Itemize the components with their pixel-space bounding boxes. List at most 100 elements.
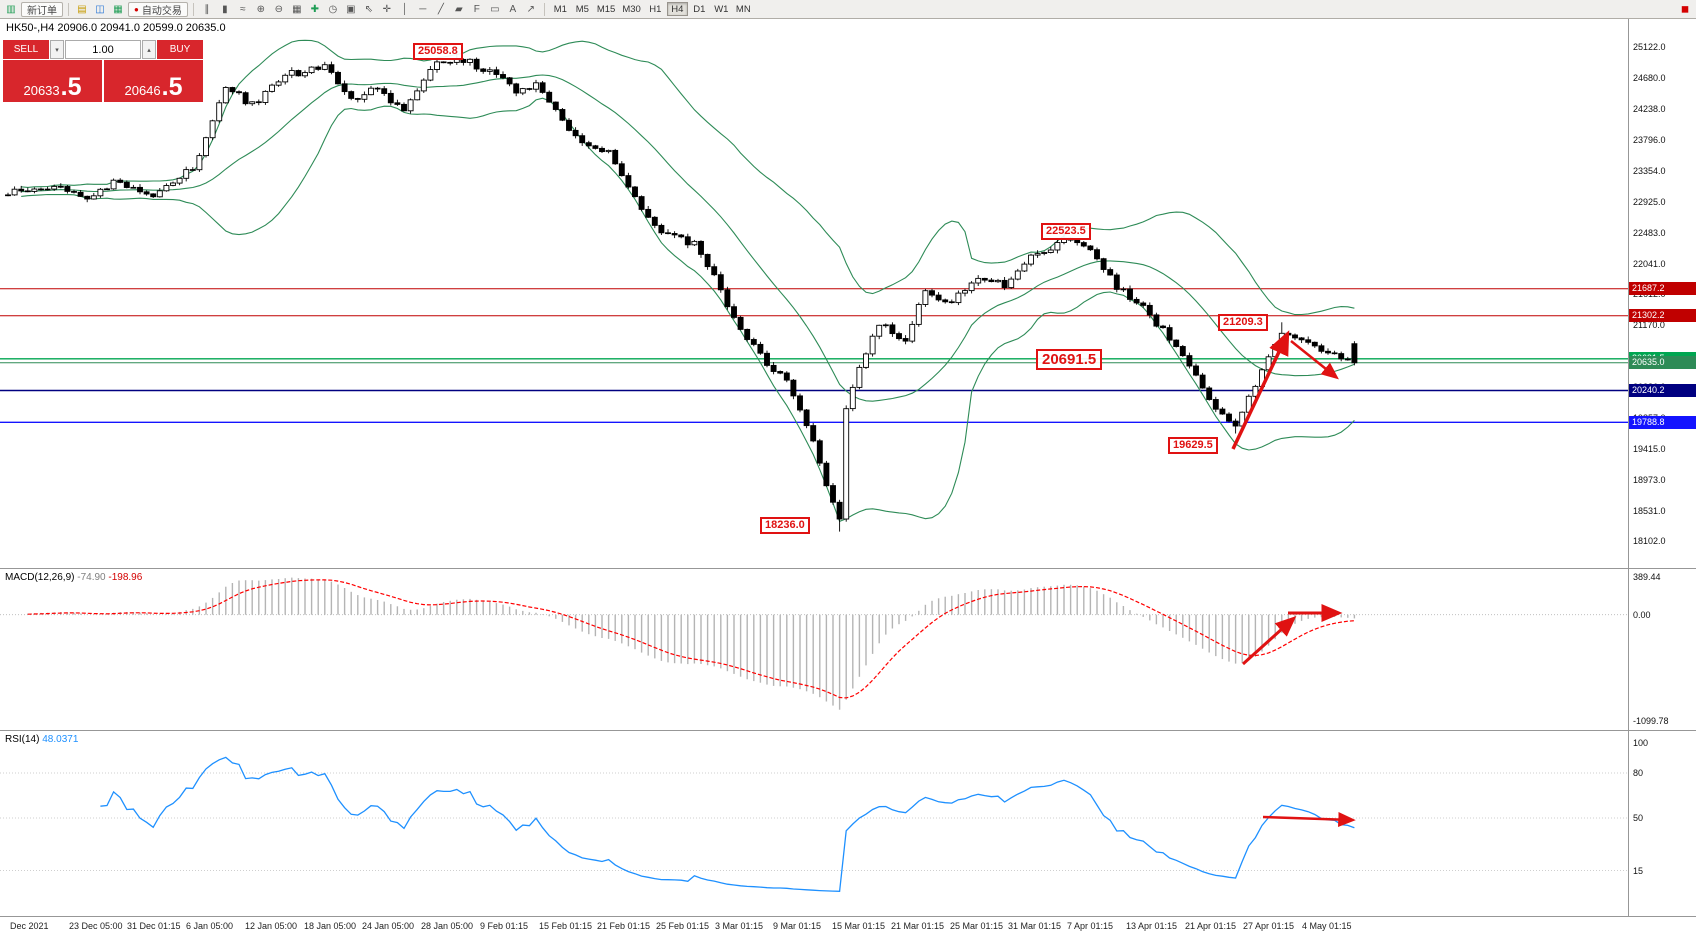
periods-icon[interactable]: ◷ (328, 3, 338, 15)
zoom-in-icon[interactable]: ⊕ (256, 3, 266, 15)
price-axis-label: 19415.0 (1633, 443, 1666, 454)
volume-input[interactable] (65, 40, 141, 59)
timeframe-h4-button[interactable]: H4 (666, 2, 688, 16)
price-axis-label: 25122.0 (1633, 42, 1666, 52)
price-callout-20691.5: 20691.5 (1036, 349, 1103, 370)
crosshair-icon[interactable]: ✛ (382, 3, 392, 15)
price-tag-19788.8: 19788.8 (1629, 415, 1696, 429)
price-chart-pane: 25122.0 24680.0 24238.0 23796.0 23354.0 22925… (0, 19, 1696, 569)
sell-button[interactable]: SELL (3, 40, 49, 59)
time-axis-label: 9 Feb 01:15 (480, 921, 529, 931)
terminal-icon[interactable]: ▦ (113, 3, 123, 15)
price-callout-19629.5: 19629.5 (1168, 437, 1218, 454)
price-axis-label: 23354.0 (1633, 166, 1666, 177)
price-axis-label: 24238.0 (1633, 104, 1666, 115)
alert-icon[interactable]: ◼ (1680, 3, 1690, 15)
timeframe-m15-button[interactable]: M15 (596, 4, 616, 15)
candlestick-chart[interactable] (0, 19, 1628, 567)
toolbar-separator (543, 2, 545, 16)
vertical-line-icon[interactable]: │ (401, 3, 408, 15)
sell-price-button[interactable]: 20633 .5 (3, 60, 102, 102)
timeframe-w1-button[interactable]: W1 (714, 4, 729, 15)
text-icon[interactable]: A (509, 3, 517, 15)
trend-arrow-down[interactable] (1290, 340, 1339, 380)
timeframe-h1-button[interactable]: H1 (649, 4, 662, 15)
price-axis-label: 24680.0 (1633, 73, 1666, 84)
one-click-trading-widget: SELL ▾ ▴ BUY 20633 .5 20646 .5 (3, 40, 203, 102)
timeframe-mn-button[interactable]: MN (735, 4, 751, 15)
rsi-axis[interactable]: 100 80 50 15 (1628, 731, 1696, 916)
rsi-axis-label: 80 (1633, 768, 1644, 778)
macd-axis-label: 0.00 (1633, 609, 1651, 620)
buy-price-int: 20646 (124, 83, 161, 98)
navigator-icon[interactable]: ◫ (95, 3, 105, 15)
volume-up-stepper[interactable]: ▴ (142, 40, 156, 59)
timeframe-m5-button[interactable]: M5 (575, 4, 589, 15)
trend-arrow-up[interactable] (1231, 330, 1290, 450)
time-axis-label: 25 Feb 01:15 (656, 921, 710, 931)
cursor-icon[interactable]: ⇖ (364, 3, 374, 15)
buy-price-button[interactable]: 20646 .5 (104, 60, 203, 102)
shapes-icon[interactable]: ▭ (490, 3, 500, 15)
price-axis-label: 18973.0 (1633, 474, 1666, 485)
rsi-value: 48.0371 (42, 734, 79, 745)
price-tag-21302.2: 21302.2 (1629, 309, 1696, 323)
price-axis-label: 22925.0 (1633, 196, 1666, 207)
fibonacci-icon[interactable]: F (473, 3, 480, 15)
rsi-label: RSI(14) 48.0371 (5, 734, 78, 745)
trendline-icon[interactable]: ╱ (437, 3, 444, 15)
time-axis-label: 6 Jan 05:00 (186, 921, 234, 931)
candlestick-series (5, 51, 1358, 532)
rsi-chart[interactable] (0, 731, 1628, 915)
timeframe-button-group: M1 M5 M15 M30 H1 H4 D1 W1 MN (550, 2, 754, 16)
sell-price-frac: .5 (60, 73, 82, 101)
time-axis-label: 3 Mar 01:15 (715, 921, 764, 931)
timeframe-d1-button[interactable]: D1 (693, 4, 706, 15)
arrow-tool-icon[interactable]: ↗ (526, 3, 536, 15)
volume-down-stepper[interactable]: ▾ (50, 40, 64, 59)
price-axis-label: 21170.0 (1633, 320, 1665, 331)
time-axis-label: 21 Mar 01:15 (891, 921, 945, 931)
price-tag-21687.2: 21687.2 (1629, 282, 1696, 296)
new-order-button[interactable]: 新订单 (21, 1, 63, 17)
price-callout-18236.0: 18236.0 (760, 517, 810, 534)
macd-histogram (27, 577, 1356, 710)
price-axis-label: 18102.0 (1633, 536, 1666, 546)
macd-chart[interactable] (0, 569, 1628, 729)
time-axis[interactable]: Dec 2021 23 Dec 05:00 31 Dec 01:15 6 Jan 05… (0, 917, 1696, 937)
profiles-icon[interactable]: ▤ (77, 3, 87, 15)
equidistant-channel-icon[interactable]: ▰ (454, 3, 463, 15)
macd-axis[interactable]: 389.44 0.00 -1099.78 (1628, 569, 1696, 730)
macd-label: MACD(12,26,9) -74.90 -198.96 (5, 572, 142, 583)
time-axis-label: 7 Apr 01:15 (1067, 921, 1114, 931)
rsi-arrow-flat[interactable] (1262, 812, 1356, 828)
price-axis-label: 22483.0 (1633, 227, 1666, 238)
line-chart-icon[interactable]: ≈ (240, 3, 246, 15)
timeframe-m30-button[interactable]: M30 (622, 4, 641, 15)
price-callout-22523.5: 22523.5 (1041, 223, 1091, 240)
time-axis-label: 21 Feb 01:15 (597, 921, 651, 931)
time-axis-label: 28 Jan 05:00 (421, 921, 474, 931)
price-axis-label: 18531.0 (1633, 505, 1666, 516)
rsi-axis-label: 15 (1633, 865, 1644, 876)
rsi-axis-label: 100 (1633, 738, 1649, 748)
candlestick-chart-icon[interactable]: ▮ (222, 3, 228, 15)
buy-price-frac: .5 (161, 73, 183, 101)
time-axis-label: 4 May 01:15 (1302, 921, 1352, 931)
tile-windows-icon[interactable]: ▦ (292, 3, 302, 15)
macd-arrow-up[interactable] (1241, 615, 1297, 666)
bar-chart-icon[interactable]: ∥ (204, 3, 210, 15)
price-axis[interactable]: 25122.0 24680.0 24238.0 23796.0 23354.0 22925… (1628, 19, 1696, 568)
auto-trading-button[interactable]: ● 自动交易 (128, 1, 188, 17)
horizontal-line-icon[interactable]: ─ (419, 3, 427, 15)
macd-pane: 389.44 0.00 -1099.78 MACD(12,26,9) -74.90 … (0, 569, 1696, 731)
rsi-pane: 100 80 50 15 RSI(14) 48.0371 (0, 731, 1696, 917)
indicators-icon[interactable]: ✚ (310, 3, 320, 15)
buy-button[interactable]: BUY (157, 40, 203, 59)
zoom-out-icon[interactable]: ⊖ (274, 3, 284, 15)
templates-icon[interactable]: ▣ (346, 3, 356, 15)
price-callout-25058.8: 25058.8 (413, 43, 463, 60)
auto-trading-label: 自动交易 (141, 5, 182, 17)
timeframe-m1-button[interactable]: M1 (553, 4, 567, 15)
